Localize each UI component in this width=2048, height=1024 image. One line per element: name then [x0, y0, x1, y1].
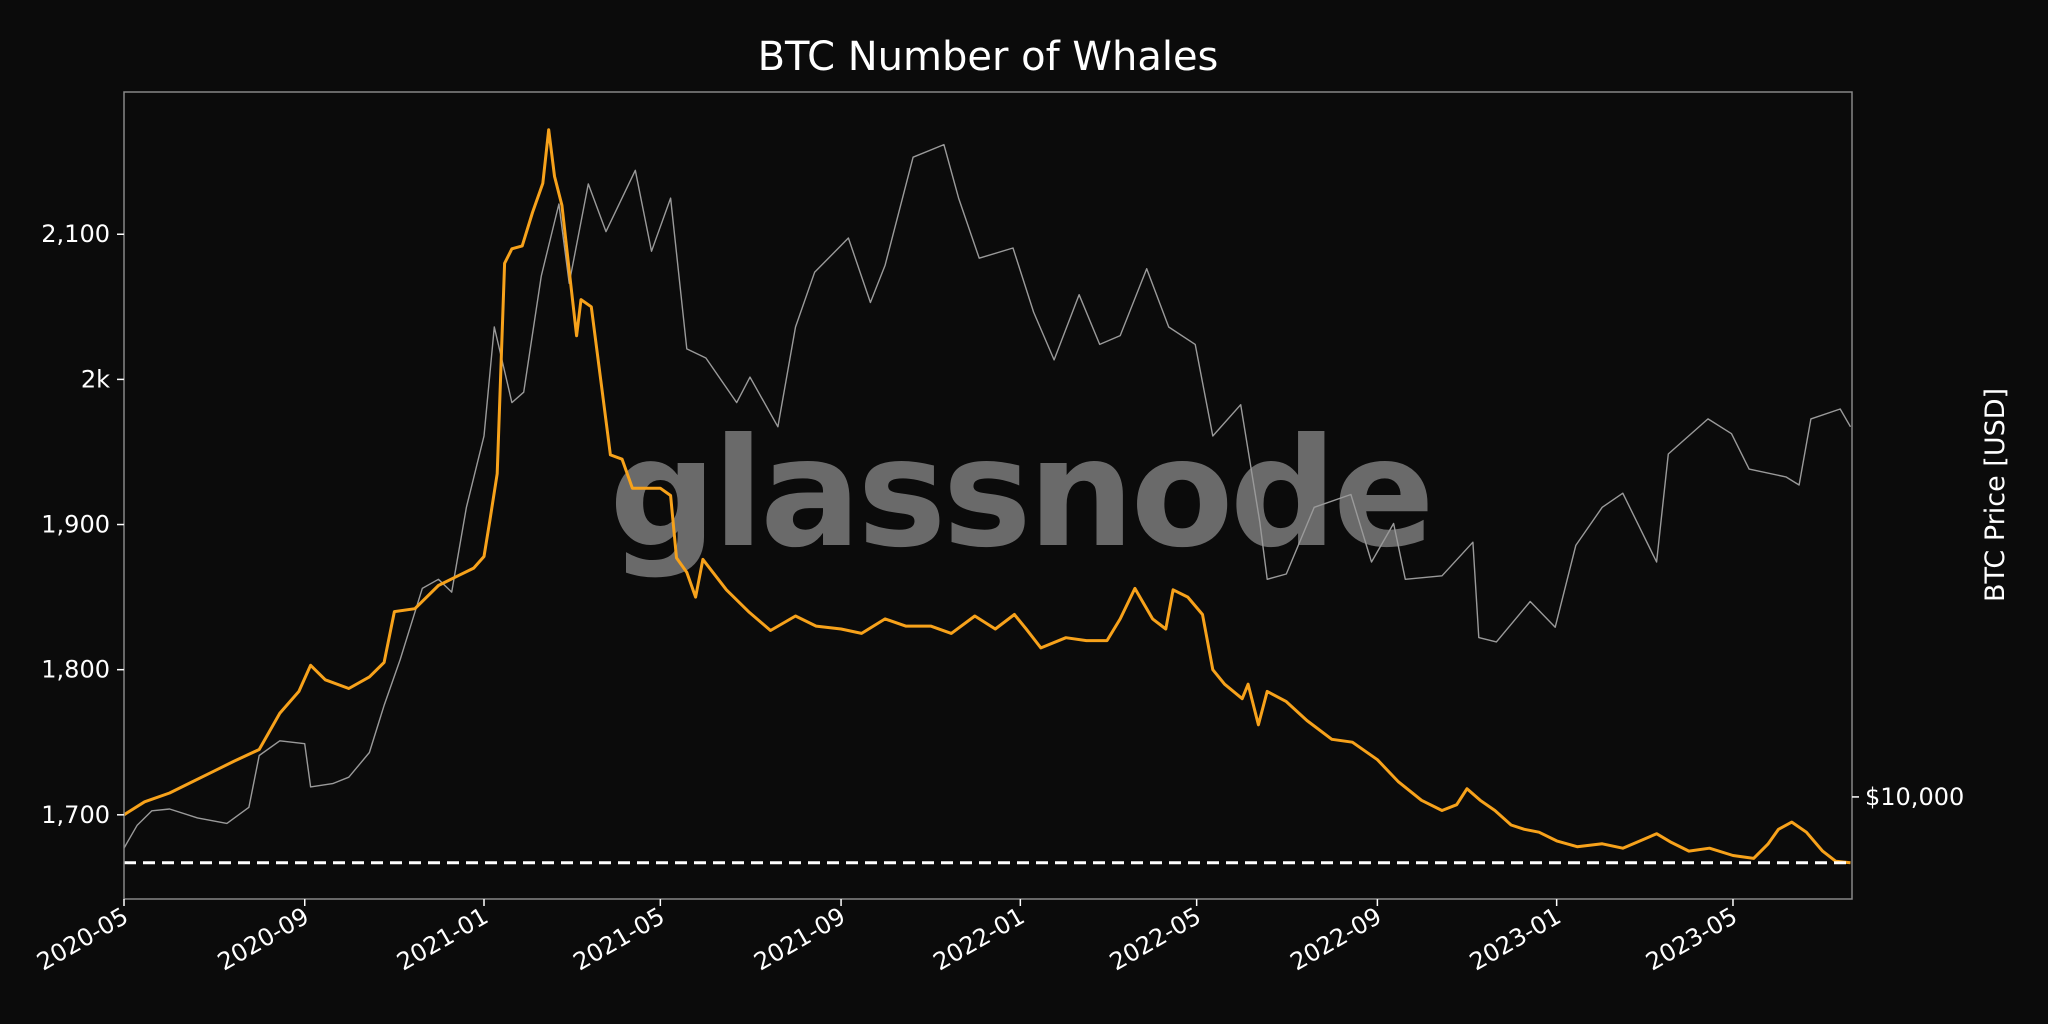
y-tick-label: 1,800 — [41, 656, 110, 684]
plot-frame — [123, 91, 1853, 900]
plot-area — [124, 92, 1852, 899]
y-tick-label: 2,100 — [41, 220, 110, 248]
btc-price-line — [123, 143, 1852, 849]
whales-series — [123, 128, 1851, 865]
glassnode-watermark: glassnode — [609, 407, 1431, 581]
y-tick-label: 1,900 — [41, 511, 110, 539]
y-tick-label: 2k — [81, 365, 110, 393]
whales-line — [123, 128, 1851, 865]
y-axis-left: 1,700 1,800 1,900 2k 2,100 — [41, 220, 124, 829]
y-tick-label: 1,700 — [41, 801, 110, 829]
y2-tick-label: $10,000 — [1865, 783, 1964, 811]
y2-axis-label: BTC Price [USD] — [1980, 388, 2011, 602]
btc-price-series — [123, 143, 1852, 849]
chart-title: BTC Number of Whales — [758, 34, 1219, 80]
y-axis-right: $10,000 — [1852, 783, 1964, 811]
